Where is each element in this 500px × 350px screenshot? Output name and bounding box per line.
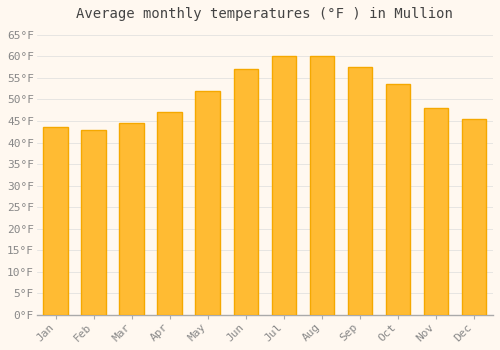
Bar (44, 127, 68, 315)
Bar (386, 84, 410, 315)
Bar (196, 91, 220, 315)
Bar (348, 67, 372, 315)
Bar (310, 56, 334, 315)
Bar (82, 130, 106, 315)
Bar (272, 56, 296, 315)
Bar (234, 69, 258, 315)
Bar (120, 123, 144, 315)
Bar (158, 112, 182, 315)
Bar (424, 108, 448, 315)
Title: Average monthly temperatures (°F ) in Mullion: Average monthly temperatures (°F ) in Mu… (76, 7, 454, 21)
Bar (462, 119, 486, 315)
